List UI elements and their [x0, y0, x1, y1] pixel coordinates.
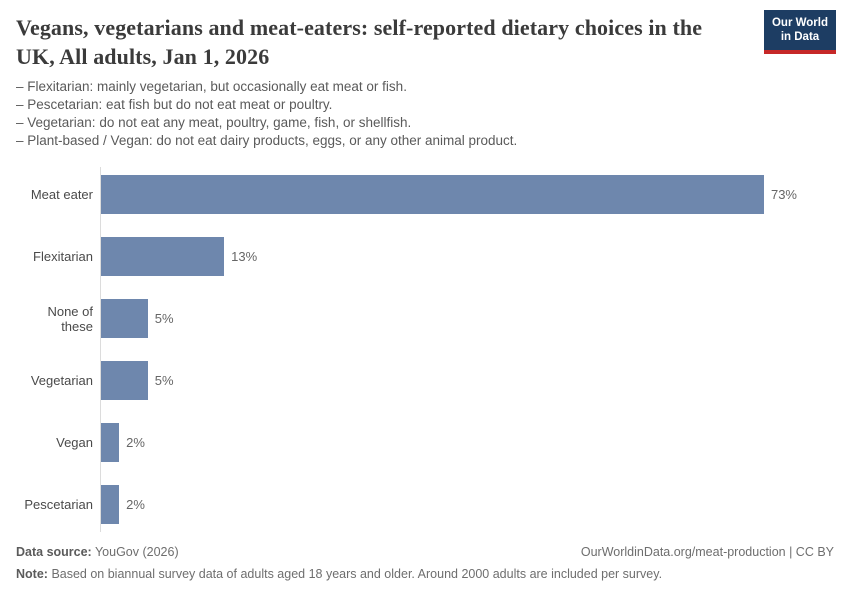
- bar-flexitarian[interactable]: [100, 237, 225, 277]
- value-label: 2%: [126, 497, 145, 513]
- value-label: 5%: [154, 311, 174, 327]
- owid-logo-line2: in Data: [780, 31, 820, 44]
- value-label: 13%: [231, 249, 258, 265]
- attribution-link[interactable]: OurWorldinData.org/meat-production | CC …: [580, 545, 834, 560]
- bar-vegan[interactable]: [100, 423, 120, 463]
- bar-pescetarian[interactable]: [100, 485, 120, 525]
- value-label: 2%: [126, 435, 145, 451]
- category-label: Vegetarian: [30, 373, 93, 389]
- owid-logo-line1: Our World: [771, 17, 828, 29]
- bar-track: 5%: [100, 361, 797, 401]
- bar-row-meat-eater: Meat eater 73%: [16, 175, 834, 215]
- bar-row-flexitarian: Flexitarian 13%: [16, 237, 834, 277]
- bar-meat-eater[interactable]: [100, 175, 764, 215]
- note-value: Based on biannual survey data of adults …: [51, 566, 663, 581]
- bar-chart: Meat eater 73% Flexitarian 13% None of t…: [16, 167, 834, 533]
- subtitle-line-vegan: – Plant-based / Vegan: do not eat dairy …: [16, 132, 518, 148]
- subtitle-line-vegetarian: – Vegetarian: do not eat any meat, poult…: [16, 114, 412, 130]
- footer-note: Note: Based on biannual survey data of a…: [16, 565, 834, 583]
- bar-track: 2%: [100, 423, 797, 463]
- y-axis-line: [100, 167, 101, 533]
- bar-row-vegetarian: Vegetarian 5%: [16, 361, 834, 401]
- chart-subtitle: – Flexitarian: mainly vegetarian, but oc…: [16, 78, 834, 149]
- data-source: Data source: YouGov (2026): [16, 543, 179, 561]
- data-source-value: YouGov (2026): [94, 545, 179, 560]
- bar-row-vegan: Vegan 2%: [16, 423, 834, 463]
- footer-source-row: Data source: YouGov (2026) OurWorldinDat…: [16, 543, 834, 561]
- category-label: Flexitarian: [33, 249, 93, 265]
- category-label: Vegan: [56, 435, 93, 451]
- bar-none-of-these[interactable]: [100, 299, 148, 339]
- value-label: 73%: [770, 187, 797, 203]
- subtitle-line-flexitarian: – Flexitarian: mainly vegetarian, but oc…: [16, 79, 407, 95]
- bar-track: 5%: [100, 299, 797, 339]
- chart-footer: Data source: YouGov (2026) OurWorldinDat…: [16, 543, 834, 582]
- bar-track: 13%: [100, 237, 797, 277]
- bar-vegetarian[interactable]: [100, 361, 148, 401]
- bar-track: 2%: [100, 485, 797, 525]
- category-label: Meat eater: [30, 187, 93, 203]
- bar-row-none-of-these: None of these 5%: [16, 299, 834, 339]
- header: Vegans, vegetarians and meat-eaters: sel…: [16, 10, 836, 71]
- data-source-label: Data source:: [16, 545, 92, 560]
- bar-track: 73%: [100, 175, 797, 215]
- note-label: Note:: [16, 566, 48, 581]
- category-label: None of these: [47, 303, 93, 334]
- bar-row-pescetarian: Pescetarian 2%: [16, 485, 834, 525]
- subtitle-line-pescetarian: – Pescetarian: eat fish but do not eat m…: [16, 97, 333, 112]
- value-label: 5%: [154, 373, 174, 389]
- page-title: Vegans, vegetarians and meat-eaters: sel…: [16, 15, 703, 69]
- category-label: Pescetarian: [24, 497, 93, 513]
- owid-logo[interactable]: Our World in Data: [764, 10, 836, 54]
